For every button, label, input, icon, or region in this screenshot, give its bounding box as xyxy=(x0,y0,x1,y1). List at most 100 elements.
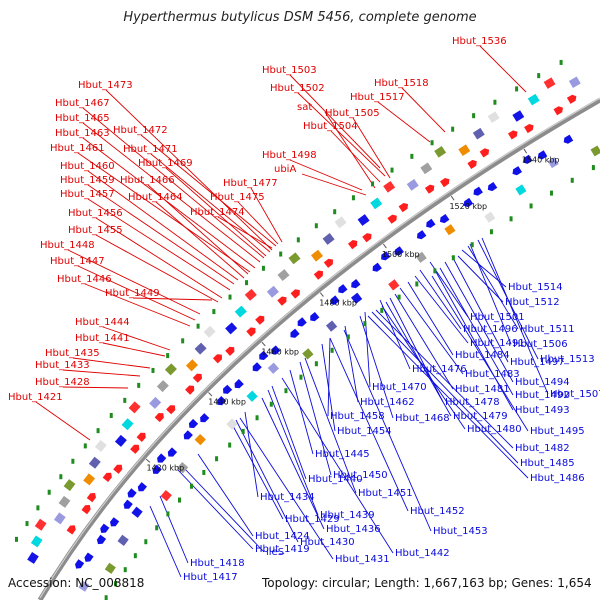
gene-label-reverse[interactable]: Hbut_1481 xyxy=(455,384,510,395)
gene-label-forward[interactable]: Hbut_1504 xyxy=(303,121,358,132)
gene-label-forward[interactable]: Hbut_1463 xyxy=(55,128,110,139)
gene-label-reverse[interactable]: Hbut_1486 xyxy=(530,473,585,484)
gene-label-reverse[interactable]: Hbut_1493 xyxy=(515,405,570,416)
gene-label-forward[interactable]: Hbut_1502 xyxy=(270,83,325,94)
gene-label-forward[interactable]: Hbut_1448 xyxy=(40,240,95,251)
gene-label-reverse[interactable]: Hbut_1445 xyxy=(315,449,370,460)
gene-label-forward[interactable]: Hbut_1471 xyxy=(123,144,178,155)
gene-label-reverse[interactable]: Hbut_1468 xyxy=(395,413,450,424)
gene-label-reverse[interactable]: Hbut_1497 xyxy=(510,357,565,368)
gene-label-reverse[interactable]: Hbut_1495 xyxy=(530,426,585,437)
gene-label-reverse[interactable]: Hbut_1430 xyxy=(300,537,355,548)
gene-label-forward[interactable]: Hbut_1536 xyxy=(452,36,507,47)
callout-line xyxy=(375,309,514,449)
feature-block xyxy=(94,439,107,452)
gene-label-reverse[interactable]: Hbut_1462 xyxy=(360,397,415,408)
gene-label-reverse[interactable]: Hbut_1419 xyxy=(255,544,310,555)
gene-label-reverse[interactable]: ileS xyxy=(266,547,284,558)
gene-label-reverse[interactable]: Hbut_1507 xyxy=(550,389,600,400)
gene-label-reverse[interactable]: Hbut_1496 xyxy=(463,324,518,335)
gene-label-forward[interactable]: Hbut_1444 xyxy=(75,317,130,328)
gene-label-reverse[interactable]: Hbut_1431 xyxy=(335,554,390,565)
feature-block xyxy=(53,512,66,525)
gene-label-reverse[interactable]: Hbut_1476 xyxy=(412,364,467,375)
callout-line xyxy=(469,243,512,345)
gene-label-forward[interactable]: Hbut_1461 xyxy=(50,143,105,154)
gene-label-forward[interactable]: Hbut_1505 xyxy=(325,108,380,119)
gene-label-forward[interactable]: Hbut_1498 xyxy=(262,150,317,161)
gene-label-forward[interactable]: Hbut_1465 xyxy=(55,113,110,124)
gene-label-reverse[interactable]: Hbut_1442 xyxy=(395,548,450,559)
gene-label-reverse[interactable]: Hbut_1440 xyxy=(308,474,363,485)
gene-label-forward[interactable]: Hbut_1459 xyxy=(60,175,115,186)
gene-label-reverse[interactable]: Hbut_1454 xyxy=(337,426,392,437)
callout-line xyxy=(105,89,273,251)
gene-label-reverse[interactable]: Hbut_1483 xyxy=(465,369,520,380)
gene-label-forward[interactable]: Hbut_1428 xyxy=(35,377,90,388)
gene-label-reverse[interactable]: Hbut_1512 xyxy=(505,297,560,308)
callout-line xyxy=(289,74,381,169)
callout-line xyxy=(479,45,527,93)
gene-arrow xyxy=(188,418,199,428)
gene-label-reverse[interactable]: Hbut_1501 xyxy=(470,312,525,323)
gene-label-forward[interactable]: Hbut_1466 xyxy=(120,175,175,186)
gene-label-reverse[interactable]: Hbut_1479 xyxy=(453,411,508,422)
gene-label-reverse[interactable]: Hbut_1458 xyxy=(330,411,385,422)
gene-label-forward[interactable]: Hbut_1517 xyxy=(350,92,405,103)
gc-marker xyxy=(371,181,375,187)
gene-label-forward[interactable]: Hbut_1435 xyxy=(45,348,100,359)
gene-label-forward[interactable]: Hbut_1474 xyxy=(190,207,245,218)
gene-label-reverse[interactable]: Hbut_1494 xyxy=(515,377,570,388)
gene-label-forward[interactable]: sat xyxy=(297,102,312,113)
gene-label-reverse[interactable]: Hbut_1492 xyxy=(515,390,570,401)
gene-label-forward[interactable]: Hbut_1472 xyxy=(113,125,168,136)
gene-label-forward[interactable]: Hbut_1469 xyxy=(138,158,193,169)
feature-block xyxy=(334,216,347,229)
gene-label-reverse[interactable]: Hbut_1470 xyxy=(372,382,427,393)
gene-label-reverse[interactable]: Hbut_1418 xyxy=(190,558,245,569)
gene-label-forward[interactable]: Hbut_1455 xyxy=(68,225,123,236)
callout-line xyxy=(271,385,307,480)
gene-label-reverse[interactable]: Hbut_1452 xyxy=(410,506,465,517)
gene-label-forward[interactable]: ubiA xyxy=(274,164,296,175)
gene-label-forward[interactable]: Hbut_1446 xyxy=(57,274,112,285)
gene-arrow xyxy=(508,130,518,140)
gene-label-forward[interactable]: Hbut_1441 xyxy=(75,333,130,344)
gene-label-forward[interactable]: Hbut_1457 xyxy=(60,189,115,200)
gene-arrow xyxy=(200,413,210,423)
gene-label-forward[interactable]: Hbut_1464 xyxy=(128,192,183,203)
gene-label-reverse[interactable]: Hbut_1485 xyxy=(520,458,575,469)
gene-label-reverse[interactable]: Hbut_1439 xyxy=(320,510,375,521)
gene-label-forward[interactable]: Hbut_1460 xyxy=(60,161,115,172)
gene-label-forward[interactable]: Hbut_1433 xyxy=(35,360,90,371)
gene-label-reverse[interactable]: Hbut_1424 xyxy=(255,531,310,542)
gene-label-reverse[interactable]: Hbut_1514 xyxy=(508,282,563,293)
gene-label-reverse[interactable]: Hbut_1482 xyxy=(515,443,570,454)
gene-label-reverse[interactable]: Hbut_1450 xyxy=(333,470,388,481)
gene-label-reverse[interactable]: Hbut_1417 xyxy=(183,572,238,583)
gene-label-forward[interactable]: Hbut_1447 xyxy=(50,256,105,267)
gene-label-forward[interactable]: Hbut_1518 xyxy=(374,78,429,89)
gene-label-reverse[interactable]: Hbut_1451 xyxy=(358,488,413,499)
gene-label-reverse[interactable]: Hbut_1436 xyxy=(326,524,381,535)
gene-label-forward[interactable]: Hbut_1475 xyxy=(210,192,265,203)
gene-label-forward[interactable]: Hbut_1503 xyxy=(262,65,317,76)
feature-block xyxy=(383,180,396,193)
callout-line xyxy=(379,299,411,370)
gene-label-forward[interactable]: Hbut_1473 xyxy=(78,80,133,91)
gene-label-forward[interactable]: Hbut_1449 xyxy=(105,288,160,299)
gene-label-forward[interactable]: Hbut_1421 xyxy=(8,392,63,403)
gene-label-reverse[interactable]: Hbut_1429 xyxy=(285,514,340,525)
gene-label-reverse[interactable]: Hbut_1478 xyxy=(445,397,500,408)
gene-label-reverse[interactable]: Hbut_1511 xyxy=(520,324,575,335)
gene-label-reverse[interactable]: Hbut_1506 xyxy=(513,339,568,350)
callout-line xyxy=(197,453,254,537)
gene-label-reverse[interactable]: Hbut_1513 xyxy=(540,354,595,365)
gene-label-forward[interactable]: Hbut_1456 xyxy=(68,208,123,219)
gene-label-reverse[interactable]: Hbut_1491 xyxy=(470,338,525,349)
gene-label-forward[interactable]: Hbut_1477 xyxy=(223,178,278,189)
gene-label-forward[interactable]: Hbut_1467 xyxy=(55,98,110,109)
gene-label-reverse[interactable]: Hbut_1434 xyxy=(260,492,315,503)
feature-block xyxy=(267,362,280,374)
gene-label-reverse[interactable]: Hbut_1453 xyxy=(433,526,488,537)
